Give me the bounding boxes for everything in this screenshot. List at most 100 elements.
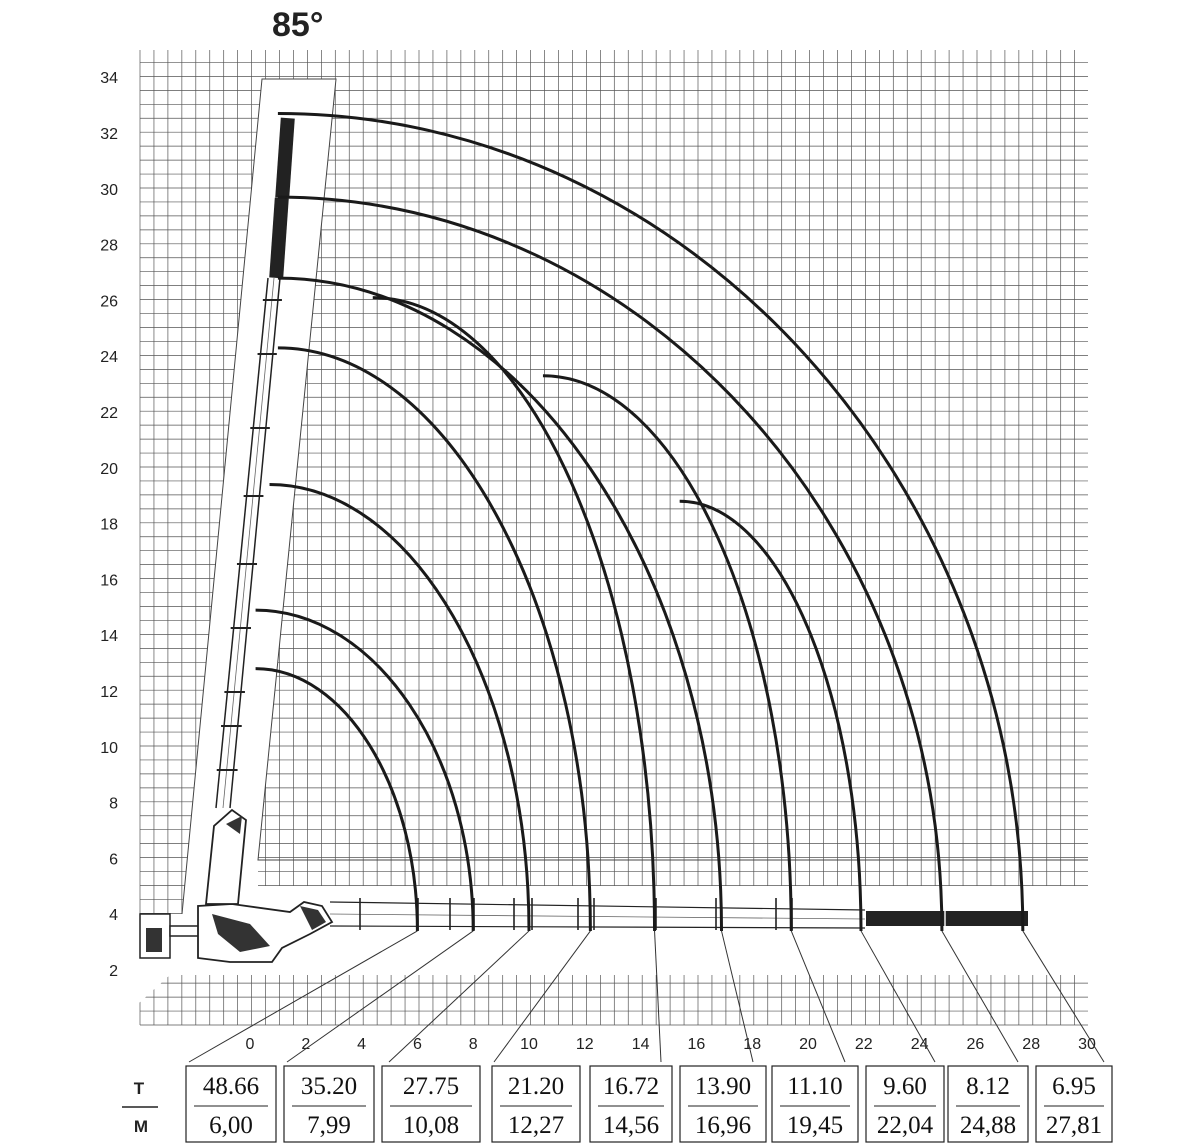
x-tick-label: 20 — [799, 1036, 817, 1053]
reach-metres: 12,27 — [508, 1112, 564, 1139]
leader-line — [493, 930, 591, 1063]
table-cell — [679, 1065, 767, 1143]
base-hydraulics — [212, 914, 270, 952]
load-arc — [372, 296, 657, 931]
load-arcs — [255, 111, 1025, 931]
load-tonnes: 9.60 — [883, 1073, 927, 1100]
jib-extension-2 — [275, 117, 295, 199]
y-tick-label: 2 — [109, 963, 118, 980]
load-tonnes: 27.75 — [403, 1073, 459, 1100]
x-tick-label: 28 — [1022, 1036, 1040, 1053]
reach-metres: 27,81 — [1046, 1112, 1102, 1139]
load-table: T M 48.66 6,00 35.20 7,99 27.75 10,08 21.20 12,… — [122, 1065, 1113, 1143]
table-cell — [1035, 1065, 1113, 1143]
load-arc — [277, 195, 944, 931]
load-tonnes: 8.12 — [966, 1073, 1010, 1100]
x-tick-label: 8 — [469, 1036, 478, 1053]
leader-line — [860, 930, 936, 1063]
y-tick-label: 22 — [100, 405, 118, 422]
x-tick-label: 22 — [855, 1036, 873, 1053]
load-arc — [679, 499, 863, 931]
y-tick-label: 16 — [100, 572, 118, 589]
load-arc — [255, 667, 419, 931]
chart-title: 85° — [272, 6, 323, 44]
leader-line — [790, 930, 846, 1063]
x-axis-tick-labels: 0 2 4 6 8 10 12 14 16 18 20 22 24 26 28 30 — [246, 1036, 1096, 1053]
y-tick-label: 24 — [100, 349, 118, 366]
row-label-t: T — [134, 1079, 145, 1098]
x-tick-label: 14 — [632, 1036, 650, 1053]
y-tick-label: 10 — [100, 740, 118, 757]
horizontal-jib-extension — [866, 911, 1028, 926]
leader-lines — [188, 930, 1105, 1063]
x-tick-label: 16 — [688, 1036, 706, 1053]
load-arc — [277, 111, 1025, 931]
crane-column — [205, 808, 247, 905]
load-tonnes: 48.66 — [203, 1073, 259, 1100]
load-arc — [277, 276, 724, 931]
y-tick-label: 8 — [109, 796, 118, 813]
outrigger-beam — [169, 925, 201, 937]
knuckle-joint — [300, 906, 326, 930]
table-cell — [589, 1065, 673, 1143]
boom-rail-center — [222, 277, 275, 809]
reach-metres: 7,99 — [307, 1112, 351, 1139]
load-tonnes: 11.10 — [787, 1073, 842, 1100]
table-cell — [185, 1065, 277, 1143]
y-tick-label: 28 — [100, 238, 118, 255]
x-tick-label: 18 — [743, 1036, 761, 1053]
leader-line — [1022, 930, 1105, 1063]
y-tick-label: 32 — [100, 126, 118, 143]
load-arc — [269, 483, 531, 931]
x-tick-label: 24 — [911, 1036, 929, 1053]
reach-metres: 16,96 — [695, 1112, 751, 1139]
leader-line — [388, 930, 530, 1063]
y-tick-label: 18 — [100, 517, 118, 534]
load-arc — [277, 346, 592, 931]
load-tonnes: 35.20 — [301, 1073, 357, 1100]
x-tick-label: 12 — [576, 1036, 594, 1053]
table-cell — [381, 1065, 481, 1143]
y-tick-label: 34 — [100, 70, 118, 87]
y-tick-label: 14 — [100, 628, 118, 645]
leader-line — [721, 930, 754, 1063]
y-tick-label: 4 — [109, 907, 118, 924]
x-tick-label: 26 — [967, 1036, 985, 1053]
y-tick-label: 20 — [100, 461, 118, 478]
table-cell — [771, 1065, 859, 1143]
table-cell — [491, 1065, 581, 1143]
x-tick-label: 2 — [301, 1036, 310, 1053]
load-tonnes: 6.95 — [1052, 1073, 1096, 1100]
x-tick-label: 4 — [357, 1036, 366, 1053]
load-arc — [255, 608, 475, 931]
reach-metres: 19,45 — [787, 1112, 843, 1139]
x-tick-label: 10 — [520, 1036, 538, 1053]
table-cell — [283, 1065, 375, 1143]
y-tick-label: 30 — [100, 182, 118, 199]
x-tick-label: 30 — [1078, 1036, 1096, 1053]
x-tick-label: 0 — [246, 1036, 255, 1053]
leader-line — [654, 930, 662, 1063]
envelope-outline — [181, 78, 1088, 915]
load-arc — [542, 374, 793, 931]
reach-metres: 22,04 — [877, 1112, 934, 1139]
y-tick-label: 6 — [109, 851, 118, 868]
load-tonnes: 21.20 — [508, 1073, 564, 1100]
column-pivot — [226, 816, 242, 834]
reach-metres: 6,00 — [209, 1112, 253, 1139]
reach-metres: 24,88 — [960, 1112, 1016, 1139]
y-tick-label: 26 — [100, 293, 118, 310]
load-tonnes: 13.90 — [695, 1073, 751, 1100]
reach-metres: 10,08 — [403, 1112, 459, 1139]
y-tick-label: 12 — [100, 684, 118, 701]
table-cell — [865, 1065, 945, 1143]
reach-metres: 14,56 — [603, 1112, 659, 1139]
leader-line — [188, 930, 418, 1063]
leader-line — [941, 930, 1019, 1063]
leader-line — [286, 930, 474, 1063]
load-tonnes: 16.72 — [603, 1073, 659, 1100]
x-tick-label: 6 — [413, 1036, 422, 1053]
table-cell — [947, 1065, 1029, 1143]
